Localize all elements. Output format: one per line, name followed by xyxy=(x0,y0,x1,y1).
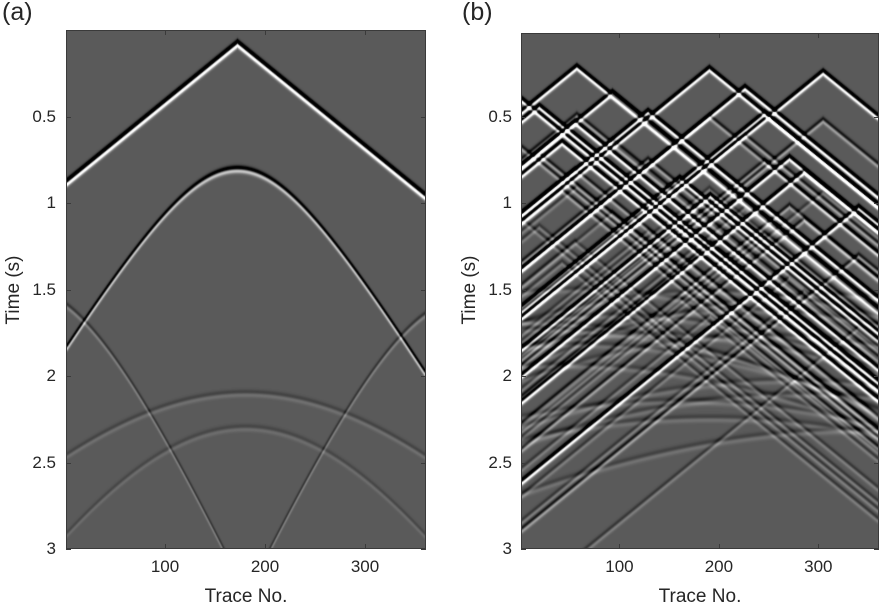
y-tick-mark xyxy=(521,376,526,377)
y-tick-label: 2 xyxy=(502,366,512,385)
y-tick-mark xyxy=(66,549,71,550)
y-tick-mark xyxy=(66,116,71,118)
seismic-canvas-a xyxy=(67,31,425,548)
x-tick-label: 200 xyxy=(250,557,280,576)
y-tick-mark xyxy=(874,203,879,204)
y-tick-mark xyxy=(421,549,426,550)
y-tick-mark xyxy=(874,376,879,377)
y-tick-label: 1 xyxy=(46,193,56,212)
y-tick-mark xyxy=(874,116,879,118)
y-tick-mark xyxy=(66,289,71,291)
y-tick-mark xyxy=(66,203,71,204)
y-tick-label: 3 xyxy=(46,539,56,558)
y-tick-mark xyxy=(66,462,71,464)
x-tick-label: 300 xyxy=(350,557,380,576)
panel-a-label: (a) xyxy=(2,0,33,26)
x-tick-mark xyxy=(619,33,621,38)
y-tick-mark xyxy=(874,462,879,464)
y-tick-label: 1 xyxy=(502,193,512,212)
y-tick-mark xyxy=(521,289,526,291)
y-tick-mark xyxy=(421,203,426,204)
y-tick-mark xyxy=(874,289,879,291)
y-tick-label: 0.5 xyxy=(32,106,56,126)
x-tick-mark xyxy=(718,33,720,38)
x-tick-mark xyxy=(365,30,366,35)
x-tick-mark xyxy=(619,544,621,549)
x-tick-mark xyxy=(265,30,266,35)
y-tick-label: 1.5 xyxy=(488,279,512,299)
seismic-image-a xyxy=(66,30,426,549)
y-tick-label: 3 xyxy=(502,539,512,558)
x-tick-label: 100 xyxy=(150,557,180,576)
y-tick-mark xyxy=(874,549,879,550)
y-tick-mark xyxy=(66,376,71,377)
y-tick-mark xyxy=(421,116,426,118)
x-tick-label: 200 xyxy=(704,557,734,576)
x-axis-label-b: Trace No. xyxy=(658,586,742,607)
x-tick-mark xyxy=(718,544,720,549)
x-tick-mark xyxy=(165,544,166,549)
x-tick-mark xyxy=(818,33,820,38)
y-tick-mark xyxy=(521,116,526,118)
x-tick-label: 100 xyxy=(605,557,634,576)
y-tick-mark xyxy=(421,462,426,464)
panel-b-label: (b) xyxy=(462,0,493,26)
y-tick-label: 2.5 xyxy=(32,452,56,472)
y-tick-label: 2 xyxy=(46,366,56,385)
seismic-image-b xyxy=(521,33,879,549)
seismic-canvas-b xyxy=(522,34,878,548)
y-tick-mark xyxy=(421,376,426,377)
x-tick-mark xyxy=(265,544,266,549)
y-tick-mark xyxy=(421,289,426,291)
y-tick-mark xyxy=(521,549,526,550)
x-tick-mark xyxy=(165,30,166,35)
x-tick-label: 300 xyxy=(804,557,833,576)
y-tick-mark xyxy=(521,203,526,204)
x-tick-mark xyxy=(818,544,820,549)
y-tick-mark xyxy=(521,462,526,464)
x-axis-label-a: Trace No. xyxy=(204,586,288,607)
y-tick-label: 0.5 xyxy=(488,106,512,126)
x-tick-mark xyxy=(365,544,366,549)
y-tick-label: 1.5 xyxy=(32,279,56,299)
y-tick-label: 2.5 xyxy=(488,452,512,472)
